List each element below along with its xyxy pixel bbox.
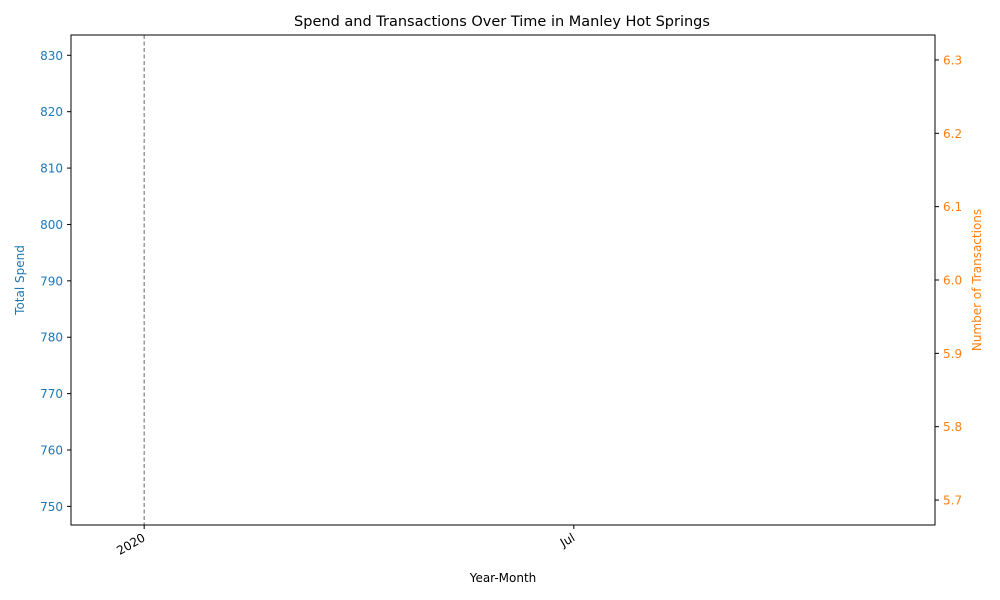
left-y-tick-label: 750 (40, 500, 63, 514)
x-axis-label: Year-Month (469, 571, 537, 585)
chart-title: Spend and Transactions Over Time in Manl… (294, 14, 710, 30)
left-y-tick-label: 760 (40, 444, 63, 458)
left-y-axis: 750 760 770 780 790 800 810 820 830 (40, 49, 71, 514)
left-y-tick-label: 820 (40, 105, 63, 119)
right-y-tick-label: 5.8 (943, 420, 962, 434)
right-y-axis: 5.7 5.8 5.9 6.0 6.1 6.2 6.3 (935, 53, 962, 508)
right-y-tick-label: 6.3 (943, 53, 962, 67)
left-y-tick-label: 830 (40, 49, 63, 63)
plot-area (70, 34, 936, 526)
x-axis: 2020 Jul (114, 525, 577, 558)
left-y-tick-label: 810 (40, 162, 63, 176)
right-y-tick-label: 5.9 (943, 347, 962, 361)
right-y-axis-label: Number of Transactions (970, 209, 984, 351)
right-y-tick-label: 5.7 (943, 494, 962, 508)
left-y-axis-label: Total Spend (13, 245, 27, 316)
left-y-tick-label: 790 (40, 274, 63, 288)
right-y-tick-label: 6.0 (943, 274, 962, 288)
left-y-tick-label: 780 (40, 331, 63, 345)
right-y-tick-label: 6.2 (943, 127, 962, 141)
left-y-tick-label: 800 (40, 218, 63, 232)
plot-frame (70, 34, 936, 526)
x-tick-label: 2020 (114, 530, 147, 557)
x-tick-label: Jul (557, 530, 577, 550)
left-y-tick-label: 770 (40, 387, 63, 401)
right-y-tick-label: 6.1 (943, 200, 962, 214)
